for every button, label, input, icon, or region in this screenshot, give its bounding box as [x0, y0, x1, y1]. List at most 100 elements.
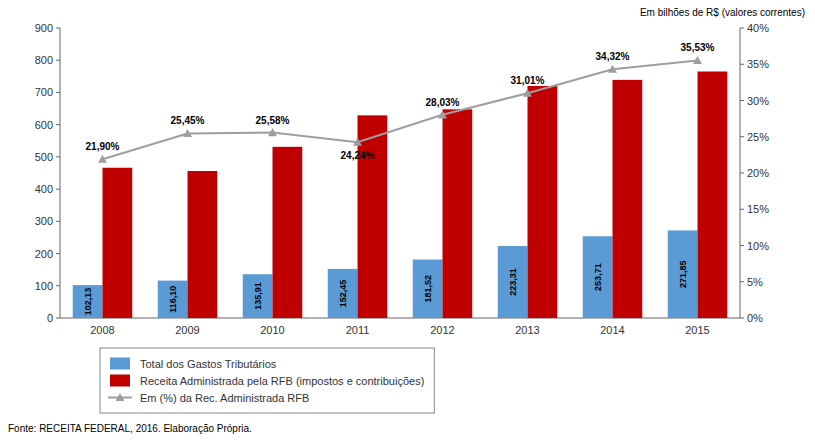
legend-swatch	[110, 358, 130, 370]
y2-tick-label: 0%	[747, 312, 763, 324]
bar	[243, 274, 273, 318]
marker	[693, 56, 702, 64]
y-tick-label: 900	[35, 22, 53, 34]
tick-mark	[740, 28, 744, 29]
bar	[328, 269, 358, 318]
tick-mark	[740, 245, 744, 246]
line-label: 35,53%	[681, 42, 715, 53]
legend-label: Receita Administrada pela RFB (impostos …	[140, 375, 424, 387]
line	[103, 60, 698, 159]
bar	[73, 285, 103, 318]
marker	[608, 65, 617, 73]
legend-swatch	[110, 375, 130, 387]
y-tick-label: 600	[35, 119, 53, 131]
line-label: 25,45%	[171, 115, 205, 126]
legend-swatch	[116, 393, 125, 401]
bar	[583, 236, 613, 318]
y-tick-label: 700	[35, 86, 53, 98]
tick-mark	[740, 318, 744, 319]
tick-mark	[56, 124, 60, 125]
y2-tick-label: 25%	[747, 131, 769, 143]
bar-label: 223,31	[508, 268, 518, 296]
x-tick-label: 2012	[430, 324, 454, 336]
tick-mark	[56, 189, 60, 190]
y-tick-label: 0	[47, 312, 53, 324]
x-tick-label: 2008	[90, 324, 114, 336]
y2-tick-label: 15%	[747, 203, 769, 215]
marker	[523, 89, 532, 97]
marker	[268, 128, 277, 136]
bar	[273, 147, 303, 318]
footnote: Fonte: RECEITA FEDERAL, 2016. Elaboração…	[8, 423, 252, 434]
bar	[188, 171, 218, 318]
y2-tick-label: 20%	[747, 167, 769, 179]
y2-tick-label: 30%	[747, 95, 769, 107]
y-tick-label: 400	[35, 183, 53, 195]
y-tick-label: 100	[35, 280, 53, 292]
bar-label: 181,52	[423, 275, 433, 303]
x-tick-label: 2013	[515, 324, 539, 336]
y2-tick-label: 35%	[747, 58, 769, 70]
bar	[528, 86, 558, 318]
bar-label: 152,45	[338, 280, 348, 308]
y2-axis	[740, 28, 741, 318]
plot-area	[73, 56, 728, 318]
tick-mark	[740, 64, 744, 65]
y2-tick-label: 10%	[747, 240, 769, 252]
bar	[698, 72, 728, 319]
bar	[358, 115, 388, 318]
tick-mark	[56, 253, 60, 254]
line-label: 25,58%	[256, 115, 290, 126]
bar-label: 135,91	[253, 282, 263, 310]
legend-label: Total dos Gastos Tributários	[140, 358, 277, 370]
bar	[158, 281, 188, 318]
y2-tick-label: 40%	[747, 22, 769, 34]
bar-label: 271,85	[678, 260, 688, 288]
bar	[613, 80, 643, 318]
marker	[98, 155, 107, 163]
x-tick-label: 2015	[685, 324, 709, 336]
line-label: 34,32%	[596, 51, 630, 62]
x-tick-label: 2011	[346, 324, 370, 336]
line-label: 31,01%	[511, 75, 545, 86]
bar	[413, 260, 443, 318]
legend-label: Em (%) da Rec. Administrada RFB	[140, 392, 309, 404]
line-label: 21,90%	[86, 141, 120, 152]
bar	[443, 109, 473, 318]
tick-mark	[740, 209, 744, 210]
data-labels: 102,13 116,10 135,91 152,45 181,52 223,31 253,…	[83, 42, 715, 315]
tick-mark	[56, 60, 60, 61]
y-tick-label: 800	[35, 54, 53, 66]
tick-mark	[56, 28, 60, 29]
x-tick-label: 2010	[260, 324, 284, 336]
units-note: Em bilhões de R$ (valores correntes)	[640, 7, 805, 18]
y-tick-label: 500	[35, 151, 53, 163]
tick-mark	[56, 221, 60, 222]
y2-tick-label: 5%	[747, 276, 763, 288]
tick-mark	[56, 92, 60, 93]
y-axis	[60, 28, 61, 318]
bar	[103, 168, 133, 318]
marker	[438, 110, 447, 118]
y-tick-label: 300	[35, 215, 53, 227]
legend-frame	[100, 348, 434, 413]
chart: 0 100 200 300 400 500 600 700 800 900 0% 5% 10% 15% 20…	[0, 0, 815, 440]
tick-mark	[740, 100, 744, 101]
line-label: 28,03%	[426, 97, 460, 108]
bar-label: 102,13	[83, 288, 93, 316]
bar	[498, 246, 528, 318]
bar-label: 116,10	[168, 286, 178, 313]
tick-mark	[56, 285, 60, 286]
tick-mark	[56, 156, 60, 157]
tick-mark	[740, 136, 744, 137]
marker	[183, 129, 192, 137]
legend: Total dos Gastos Tributários Receita Admi…	[100, 348, 434, 413]
bar-label: 253,71	[593, 263, 603, 291]
y-tick-label: 200	[35, 248, 53, 260]
tick-mark	[56, 318, 60, 319]
bar	[668, 230, 698, 318]
line-label: 24,24%	[341, 150, 375, 161]
x-tick-label: 2014	[600, 324, 624, 336]
tick-mark	[740, 173, 744, 174]
marker	[353, 138, 362, 146]
